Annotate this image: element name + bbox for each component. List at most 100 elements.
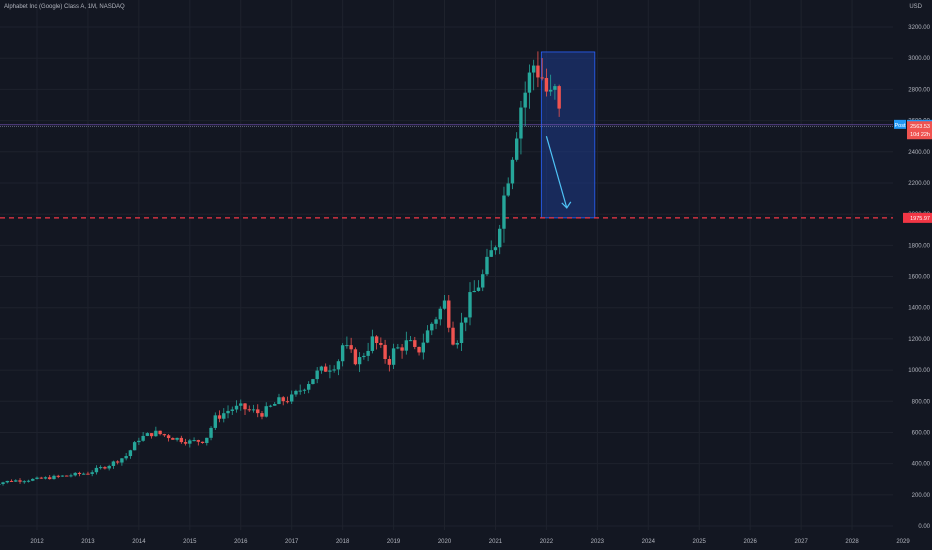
candle xyxy=(540,58,544,81)
candle-body xyxy=(145,433,150,436)
candle xyxy=(315,367,319,384)
candle xyxy=(200,441,205,444)
candle-body xyxy=(353,349,358,365)
grid xyxy=(0,0,904,530)
candle xyxy=(260,411,264,420)
candle xyxy=(90,470,94,477)
candle xyxy=(536,51,540,88)
candle-body xyxy=(438,308,442,320)
candle-body xyxy=(332,369,336,371)
candle xyxy=(353,347,358,366)
candle xyxy=(124,452,128,461)
candle xyxy=(408,336,413,342)
candle xyxy=(98,465,103,470)
candle-body xyxy=(183,442,188,444)
candle-body xyxy=(18,480,22,482)
candle-body xyxy=(493,247,498,251)
candle-body xyxy=(128,450,133,457)
candle xyxy=(345,336,349,349)
time-axis-bg xyxy=(0,530,932,550)
candle xyxy=(234,400,239,413)
candle xyxy=(5,480,9,484)
candle xyxy=(31,478,35,482)
candle-body xyxy=(421,342,426,353)
candle-body xyxy=(14,480,18,482)
candle-body xyxy=(247,409,251,411)
candle xyxy=(340,343,345,367)
y-tick-label: 1200.00 xyxy=(908,337,930,343)
candle xyxy=(115,460,120,465)
x-tick-label: 2016 xyxy=(234,539,248,545)
symbol-title: Alphabet Inc (Google) Class A, 1M, NASDA… xyxy=(4,4,125,10)
candle xyxy=(128,449,133,459)
candle-body xyxy=(370,336,375,351)
candle-body xyxy=(26,480,31,482)
candle xyxy=(22,480,26,484)
y-tick-label: 1000.00 xyxy=(908,368,930,374)
candle-body xyxy=(205,437,209,443)
candle xyxy=(9,479,14,482)
candle xyxy=(48,475,52,480)
candle xyxy=(506,177,510,197)
candle xyxy=(442,294,447,310)
target-tag-bg xyxy=(903,212,932,223)
candle-body xyxy=(489,250,493,257)
candle xyxy=(205,437,209,446)
candle-body xyxy=(290,394,294,402)
candle-body xyxy=(154,430,158,437)
candle-body xyxy=(149,433,154,437)
candle-body xyxy=(391,348,396,365)
candle-body xyxy=(111,461,116,466)
candle-body xyxy=(476,287,481,291)
candle xyxy=(56,474,60,479)
y-tick-label: 400.00 xyxy=(912,462,931,468)
candle xyxy=(434,316,438,330)
candle xyxy=(251,404,256,413)
candle xyxy=(141,432,145,442)
candle-body xyxy=(81,473,86,475)
candle xyxy=(447,295,451,333)
x-tick-label: 2015 xyxy=(183,539,197,545)
candle xyxy=(60,475,65,477)
candle xyxy=(273,402,277,406)
candle xyxy=(52,474,56,480)
candle-body xyxy=(548,89,553,92)
candle-body xyxy=(319,366,324,371)
last-price-bg xyxy=(907,121,932,140)
candle-body xyxy=(226,410,230,414)
y-tick-label: 2400.00 xyxy=(908,150,930,156)
price-axis-bg xyxy=(893,0,932,550)
candle-body xyxy=(60,475,65,477)
candle xyxy=(103,466,107,470)
candle xyxy=(438,306,442,326)
candle xyxy=(192,437,196,442)
candle-body xyxy=(447,300,451,328)
candle xyxy=(43,476,48,480)
candle-body xyxy=(48,477,52,480)
candle-body xyxy=(523,92,527,108)
candle xyxy=(81,472,86,475)
candle-body xyxy=(506,183,510,196)
candle-body xyxy=(179,437,184,443)
candle-body xyxy=(273,403,277,406)
candle-body xyxy=(468,292,472,318)
x-tick-label: 2028 xyxy=(845,539,859,545)
candle-body xyxy=(69,475,73,477)
candle-body xyxy=(268,405,273,407)
candle-body xyxy=(1,482,5,485)
candle-body xyxy=(115,461,120,463)
candle xyxy=(404,331,409,355)
candle xyxy=(188,438,192,448)
candle-body xyxy=(383,344,387,360)
candle-body xyxy=(222,413,226,419)
candle-body xyxy=(192,440,196,442)
candle xyxy=(94,465,99,475)
projection-box xyxy=(540,51,596,219)
x-tick-label: 2017 xyxy=(285,539,299,545)
candle xyxy=(230,406,234,415)
candle xyxy=(430,322,434,336)
candle xyxy=(311,378,315,385)
candle-body xyxy=(256,409,260,414)
